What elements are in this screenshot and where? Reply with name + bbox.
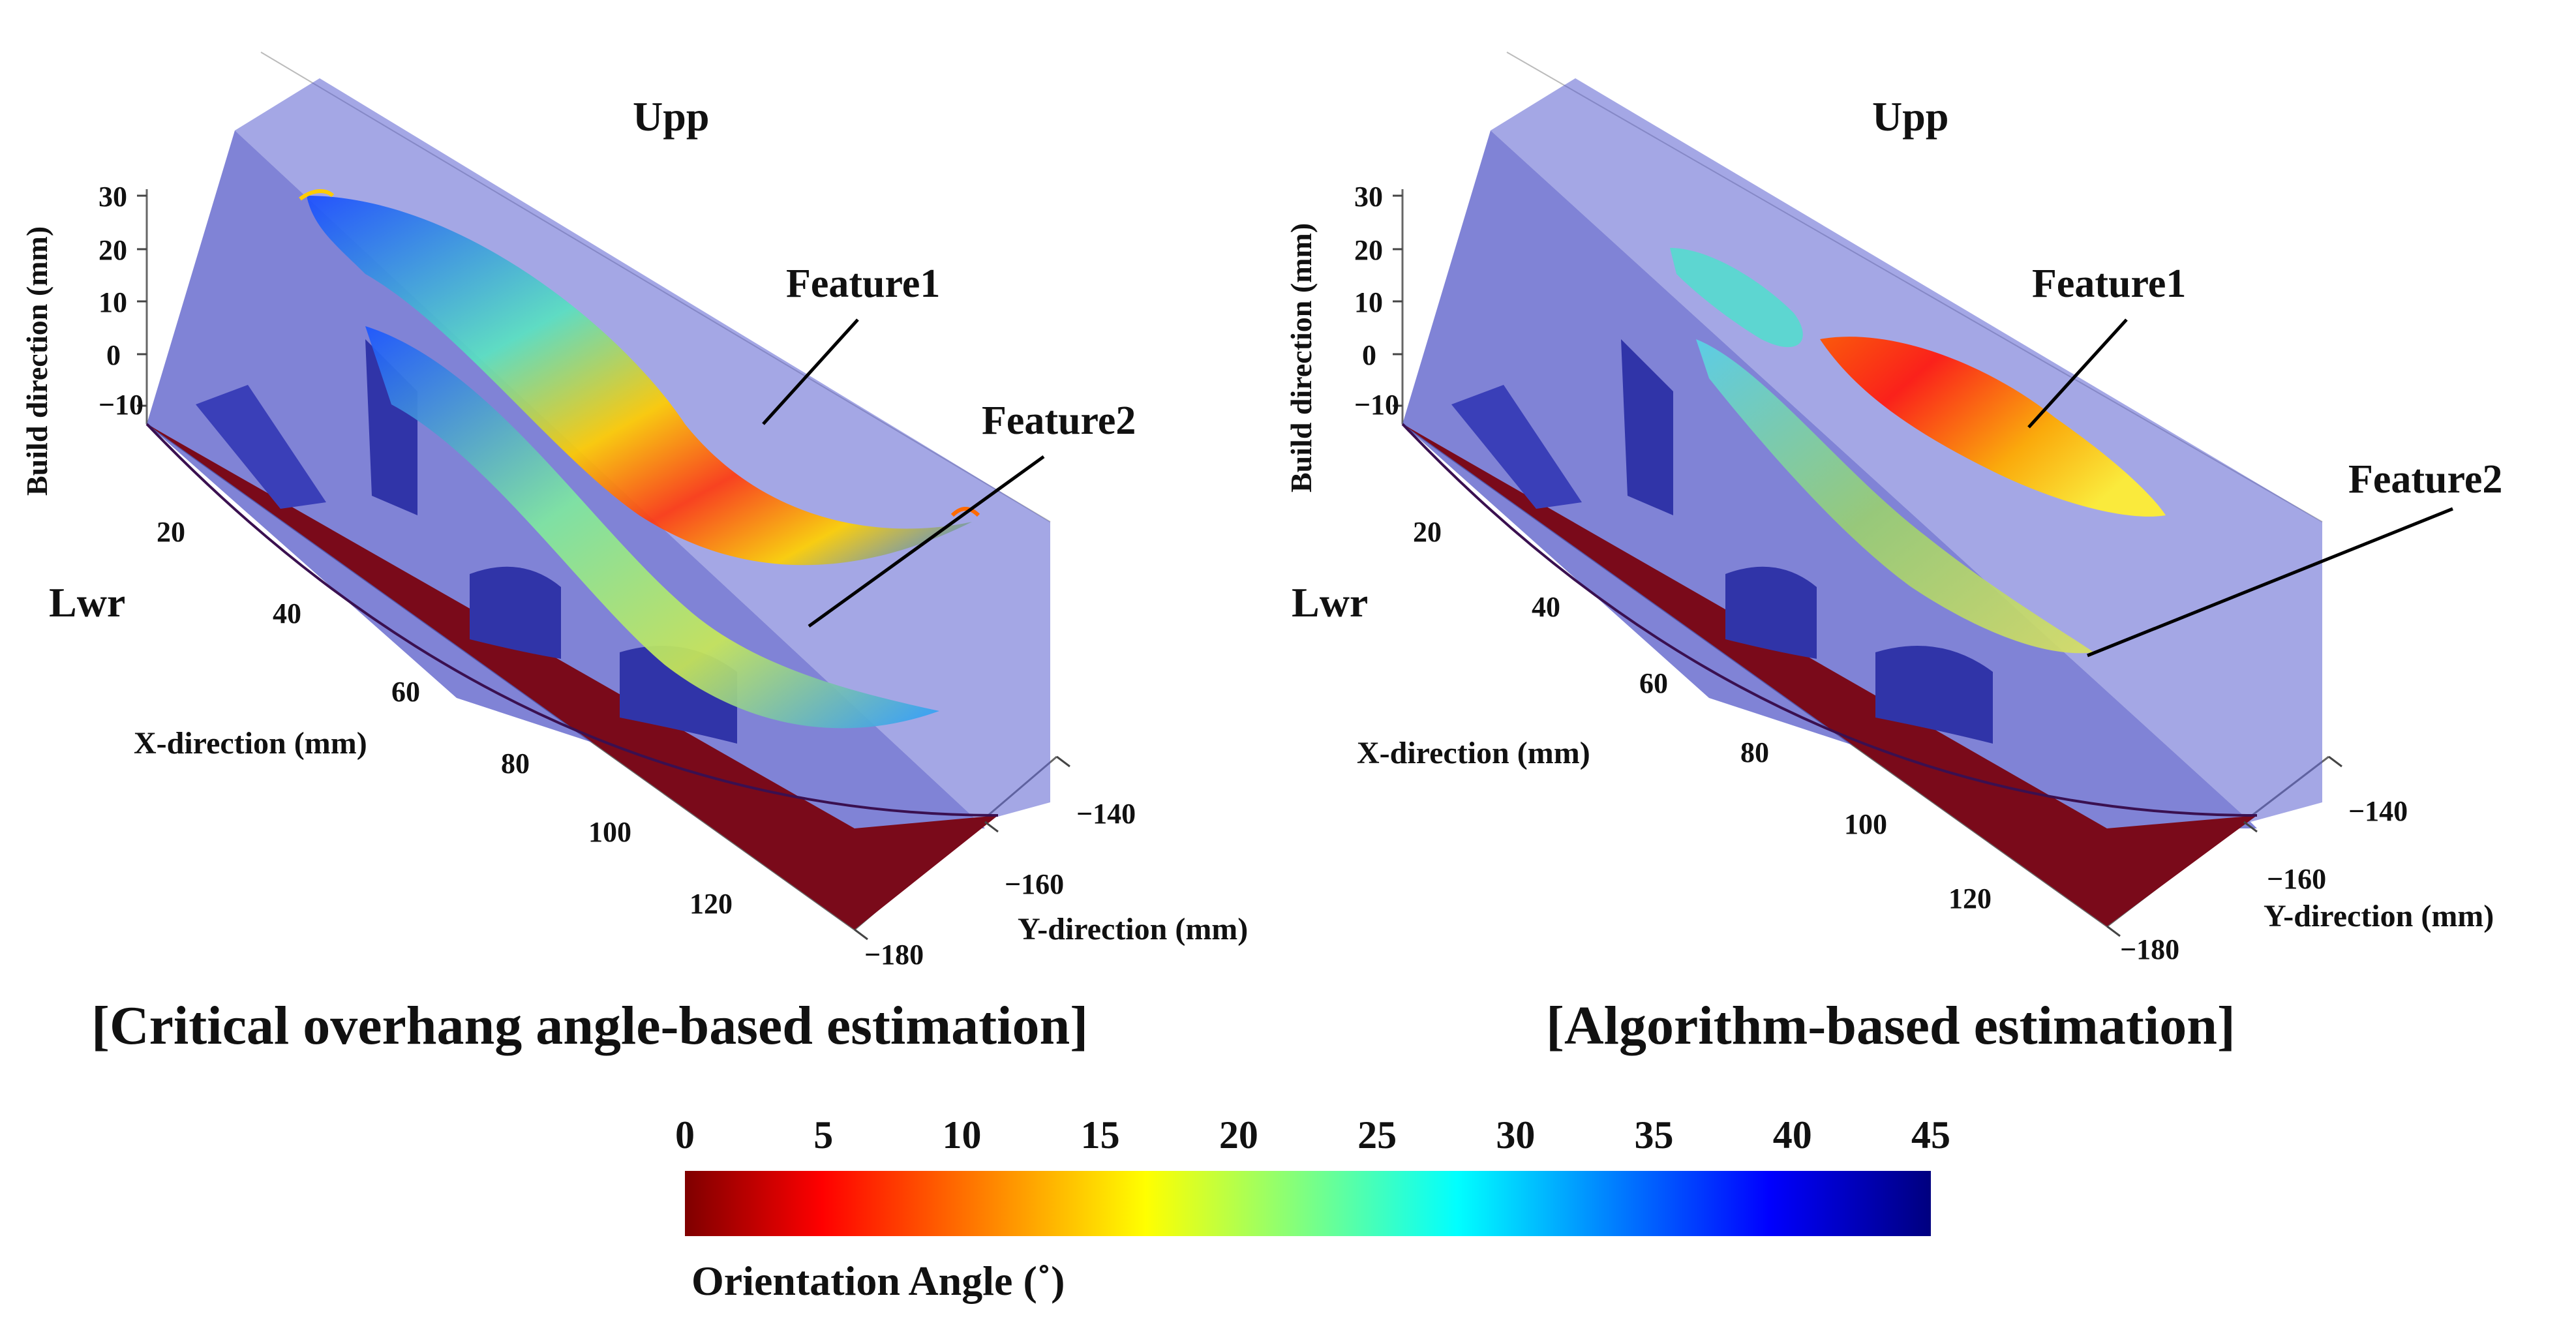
z-tick-label: −10 — [1354, 389, 1399, 421]
annotation-feature2: Feature2 — [2348, 457, 2502, 502]
z-tick-label: 0 — [1362, 339, 1376, 371]
x-tick-label: 100 — [1844, 808, 1887, 840]
y-tick-label: −140 — [2348, 795, 2408, 827]
y-axis-label: Y-direction (mm) — [2264, 899, 2494, 933]
base-plate — [1402, 424, 2257, 926]
z-tick-label: 20 — [1354, 234, 1383, 266]
base-edge — [1401, 423, 2258, 817]
colorbar-ticks: 0 5 10 15 20 25 30 35 40 45 — [675, 1113, 1950, 1157]
body-side-face — [147, 130, 985, 828]
z-axis-label: Build direction (mm) — [20, 226, 53, 496]
y-tick-marks — [2106, 755, 2342, 937]
surface-edge — [950, 507, 980, 517]
z-tick-label: 10 — [98, 286, 127, 318]
annotation-feature2: Feature2 — [982, 399, 1136, 443]
support-rib — [1621, 339, 1673, 515]
base-plate — [147, 424, 998, 930]
x-tick-label: 60 — [391, 676, 420, 708]
colorbar-tick-label: 5 — [813, 1113, 833, 1157]
x-axis-label: X-direction (mm) — [1357, 736, 1590, 770]
z-tick-label: 20 — [98, 234, 127, 266]
part-body — [1401, 78, 2322, 926]
x-tick-label: 80 — [501, 748, 530, 780]
y-tick-marks — [854, 755, 1070, 941]
z-axis-label: Build direction (mm) — [1284, 223, 1318, 492]
colorbar: 0 5 10 15 20 25 30 35 40 45 Orientation Angle (˚) — [675, 1113, 1950, 1304]
annotation-lwr: Lwr — [1292, 579, 1368, 626]
panel-algorithm-based: 30 20 10 0 −10 Build direction (mm) 20 4… — [1284, 52, 2502, 1056]
colorbar-tick-label: 15 — [1081, 1113, 1120, 1157]
x-tick-label: 20 — [157, 516, 185, 548]
z-tick-label: −10 — [98, 389, 144, 421]
support-rib — [470, 566, 561, 659]
x-tick-label: 40 — [1532, 591, 1560, 623]
annotation-upp: Upp — [1872, 93, 1948, 140]
support-rib — [1875, 646, 1993, 744]
y-tick-label: −160 — [2267, 863, 2326, 895]
y-tick-label: −180 — [864, 939, 924, 971]
colorbar-tick-label: 25 — [1357, 1113, 1397, 1157]
x-tick-label: 120 — [689, 888, 733, 920]
x-tick-label: 40 — [273, 598, 301, 629]
colorbar-label: Orientation Angle (˚) — [691, 1258, 1065, 1304]
surface-edge — [299, 189, 335, 201]
feature1-detected-region — [1670, 248, 1803, 348]
part-body — [145, 78, 1050, 930]
feature2-surface — [365, 326, 939, 729]
annotation-feature1: Feature1 — [786, 262, 940, 306]
x-tick-label: 20 — [1413, 516, 1442, 548]
support-rib — [1451, 385, 1582, 509]
base-edge — [145, 423, 999, 817]
z-tick-label: 30 — [1354, 181, 1383, 213]
feature2-leader — [808, 455, 1045, 628]
panel-critical-overhang: 30 20 10 0 −10 Build direction (mm) 20 4… — [20, 52, 1248, 1056]
feature1-surface — [307, 196, 972, 566]
z-tick-marks — [1393, 194, 1402, 407]
x-axis-label: X-direction (mm) — [134, 726, 367, 761]
x-tick-label: 120 — [1948, 883, 1992, 915]
feature2-detected-region — [1696, 339, 2094, 654]
y-tick-label: −160 — [1005, 868, 1064, 900]
z-tick-marks — [137, 194, 147, 407]
y-tick-label: −180 — [2120, 933, 2179, 965]
annotation-feature1: Feature1 — [2032, 262, 2186, 306]
colorbar-bar — [685, 1171, 1931, 1236]
z-tick-label: 0 — [106, 339, 121, 371]
panel1-caption: [Critical overhang angle-based estimatio… — [91, 995, 1088, 1056]
annotation-lwr: Lwr — [49, 579, 125, 626]
colorbar-tick-label: 0 — [675, 1113, 695, 1157]
z-tick-label: 30 — [98, 181, 127, 213]
annotation-upp: Upp — [633, 93, 709, 140]
panel2-caption: [Algorithm-based estimation] — [1546, 995, 2235, 1056]
colorbar-tick-label: 35 — [1635, 1113, 1674, 1157]
z-tick-label: 10 — [1354, 286, 1383, 318]
feature1-leader — [762, 318, 859, 425]
colorbar-tick-label: 20 — [1219, 1113, 1258, 1157]
colorbar-tick-label: 10 — [942, 1113, 981, 1157]
feature2-leader — [2087, 507, 2453, 658]
y-axis-label: Y-direction (mm) — [1018, 912, 1248, 946]
colorbar-tick-label: 30 — [1496, 1113, 1535, 1157]
x-tick-label: 80 — [1740, 736, 1769, 768]
x-tick-label: 60 — [1639, 667, 1668, 699]
y-tick-label: −140 — [1076, 798, 1136, 830]
feature1-leader — [2027, 318, 2128, 429]
feature1-detected-region — [1820, 337, 2166, 517]
support-rib — [196, 385, 326, 509]
support-rib — [1725, 566, 1817, 659]
colorbar-tick-label: 40 — [1773, 1113, 1812, 1157]
x-tick-label: 100 — [588, 816, 631, 848]
colorbar-tick-label: 45 — [1911, 1113, 1950, 1157]
